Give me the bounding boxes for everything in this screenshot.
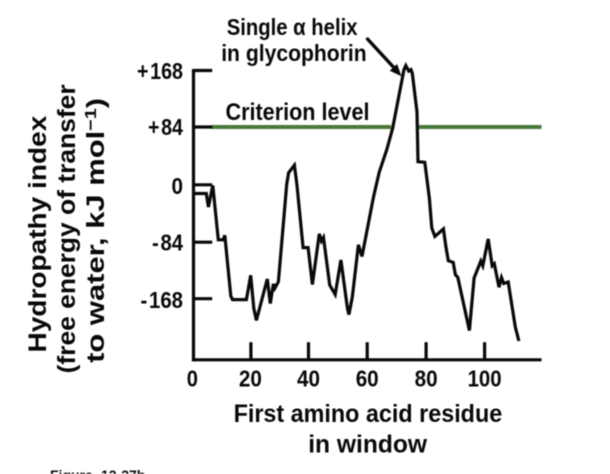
svg-text:20: 20 bbox=[239, 365, 262, 391]
svg-text:12-27b: 12-27b bbox=[101, 467, 145, 474]
svg-text:Figure: Figure bbox=[50, 467, 93, 474]
svg-text:to water, kJ mol−1): to water, kJ mol−1) bbox=[82, 98, 110, 363]
svg-text:in window: in window bbox=[308, 431, 427, 459]
svg-text:80: 80 bbox=[415, 365, 438, 391]
svg-text:First amino acid residue: First amino acid residue bbox=[234, 400, 503, 428]
svg-text:Single α helix: Single α helix bbox=[227, 14, 358, 40]
svg-text:0: 0 bbox=[187, 365, 198, 391]
svg-text:60: 60 bbox=[356, 365, 379, 391]
svg-text:(free energy of transfer: (free energy of transfer bbox=[53, 84, 81, 373]
svg-text:0: 0 bbox=[172, 173, 184, 199]
svg-text:- 168: - 168 bbox=[141, 287, 184, 313]
svg-text:+ 168: + 168 bbox=[137, 58, 183, 84]
svg-text:Criterion level: Criterion level bbox=[226, 99, 370, 126]
svg-text:100: 100 bbox=[468, 365, 502, 391]
svg-text:40: 40 bbox=[297, 365, 320, 391]
svg-text:- 84: - 84 bbox=[152, 230, 183, 256]
svg-text:in glycophorin: in glycophorin bbox=[221, 40, 367, 66]
svg-text:+ 84: + 84 bbox=[148, 114, 183, 140]
svg-text:Hydropathy index: Hydropathy index bbox=[24, 116, 52, 353]
